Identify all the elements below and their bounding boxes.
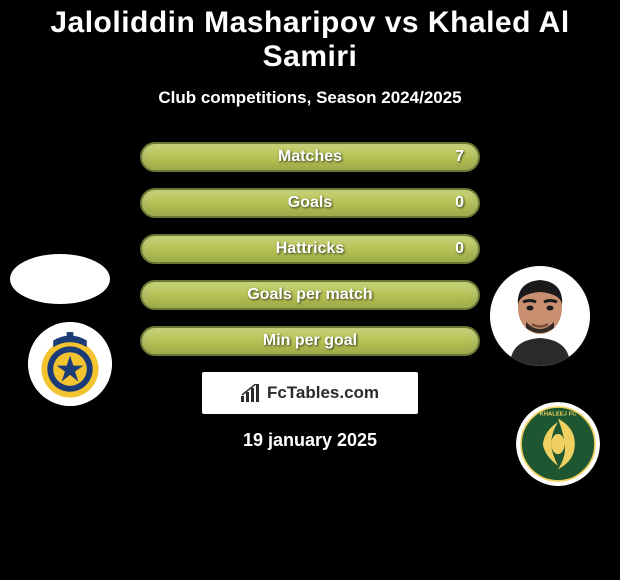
- subtitle: Club competitions, Season 2024/2025: [0, 88, 620, 108]
- player2-avatar-icon: [490, 266, 590, 366]
- player1-club-crest: [28, 322, 112, 406]
- stats-area: KHALEEJ FC Matches 7 Goals 0 Hattricks 0…: [0, 142, 620, 451]
- stat-label: Min per goal: [142, 332, 478, 350]
- stat-bar-min-per-goal: Min per goal: [140, 326, 480, 356]
- stat-bar-goals-per-match: Goals per match: [140, 280, 480, 310]
- stat-bar-hattricks: Hattricks 0: [140, 234, 480, 264]
- svg-text:KHALEEJ FC: KHALEEJ FC: [540, 411, 578, 417]
- watermark-text: FcTables.com: [267, 383, 379, 403]
- comparison-card: Jaloliddin Masharipov vs Khaled Al Samir…: [0, 0, 620, 580]
- stat-label: Hattricks: [142, 240, 478, 258]
- barchart-icon: [241, 384, 263, 402]
- stat-label: Goals: [142, 194, 478, 212]
- khaleej-crest-icon: KHALEEJ FC: [516, 402, 600, 486]
- stat-bar-goals: Goals 0: [140, 188, 480, 218]
- stat-value-right: 7: [455, 148, 464, 166]
- alnassr-crest-icon: [28, 322, 112, 406]
- player2-club-crest: KHALEEJ FC: [516, 402, 600, 486]
- stat-value-right: 0: [455, 194, 464, 212]
- stat-label: Matches: [142, 148, 478, 166]
- stat-value-right: 0: [455, 240, 464, 258]
- stat-label: Goals per match: [142, 286, 478, 304]
- page-title: Jaloliddin Masharipov vs Khaled Al Samir…: [0, 6, 620, 74]
- stat-bars: Matches 7 Goals 0 Hattricks 0 Goals per …: [140, 142, 480, 356]
- player1-photo: [10, 254, 110, 304]
- stat-bar-matches: Matches 7: [140, 142, 480, 172]
- watermark: FcTables.com: [202, 372, 418, 414]
- player2-photo: [490, 266, 590, 366]
